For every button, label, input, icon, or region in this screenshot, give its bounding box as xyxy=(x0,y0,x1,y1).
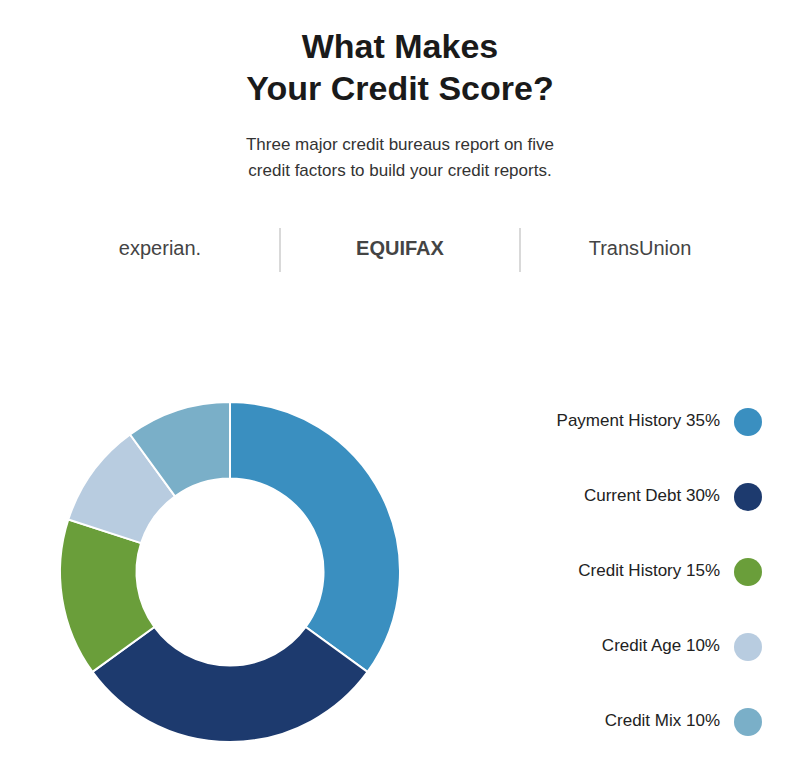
slice xyxy=(92,627,367,742)
annotation: experian. xyxy=(119,237,201,259)
subtitle: Three major credit bureaus report on fiv… xyxy=(246,135,554,180)
chart: What MakesYour Credit Score? Three major … xyxy=(0,0,800,778)
legend-item: Payment History 35% xyxy=(557,408,762,436)
legend-item: Credit History 15% xyxy=(578,558,762,586)
slice xyxy=(230,402,400,672)
title: What MakesYour Credit Score? xyxy=(246,27,553,107)
annotations: experian. EQUIFAX TransUnion xyxy=(119,228,691,272)
annotation: TransUnion xyxy=(589,237,692,259)
legend-item: Credit Mix 10% xyxy=(605,708,762,736)
legend-label: Credit Mix 10% xyxy=(605,711,720,730)
annotation: EQUIFAX xyxy=(356,237,444,259)
slice xyxy=(130,402,230,496)
legend-label: Current Debt 30% xyxy=(584,486,720,505)
legend-swatch xyxy=(734,558,762,586)
legend: Payment History 35% Current Debt 30% Credi… xyxy=(557,408,762,736)
legend-label: Credit History 15% xyxy=(578,561,720,580)
donut xyxy=(60,402,400,742)
legend-swatch xyxy=(734,633,762,661)
legend-swatch xyxy=(734,483,762,511)
legend-swatch xyxy=(734,708,762,736)
legend-item: Current Debt 30% xyxy=(584,483,762,511)
legend-label: Credit Age 10% xyxy=(602,636,720,655)
legend-label: Payment History 35% xyxy=(557,411,720,430)
separator xyxy=(279,228,281,272)
separator xyxy=(519,228,521,272)
legend-swatch xyxy=(734,408,762,436)
legend-item: Credit Age 10% xyxy=(602,633,762,661)
